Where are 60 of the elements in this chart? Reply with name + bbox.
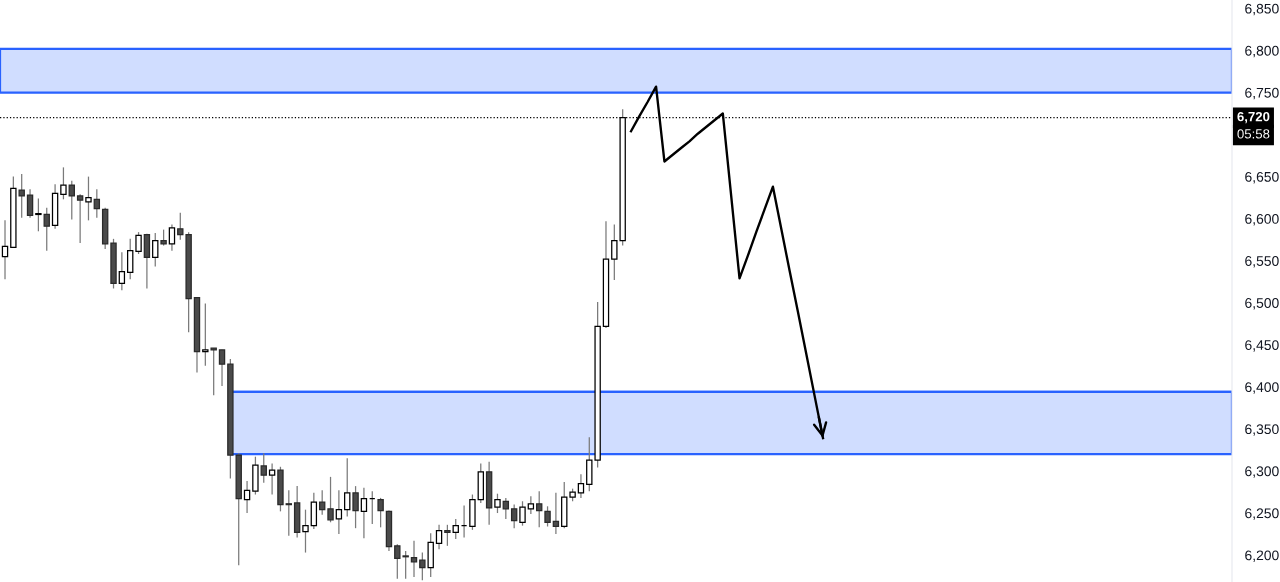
ref-line-label: 6,720 <box>1237 111 1270 124</box>
candlestick <box>202 302 209 367</box>
y-tick-label: 6,200 <box>1245 550 1279 562</box>
candlestick <box>152 232 159 268</box>
candlestick <box>344 457 351 518</box>
candlestick <box>143 233 151 290</box>
y-tick-label: 6,350 <box>1245 424 1279 436</box>
candlestick <box>168 223 176 252</box>
candlestick <box>68 180 75 221</box>
y-tick-label: 6,650 <box>1245 171 1279 184</box>
candlestick <box>210 347 217 396</box>
candlestick <box>360 487 368 539</box>
y-tick-label: 6,450 <box>1245 340 1279 352</box>
candlestick <box>43 207 50 252</box>
candlestick <box>435 524 443 550</box>
candlestick <box>1 219 9 280</box>
candlestick <box>268 462 276 496</box>
candlestick <box>26 188 34 219</box>
candlestick <box>93 188 101 219</box>
candlestick <box>327 476 334 523</box>
candlestick <box>218 349 226 387</box>
y-tick-label: 6,400 <box>1245 382 1279 394</box>
candlestick <box>544 505 551 528</box>
candlestick <box>18 173 25 219</box>
candlestick <box>510 503 518 529</box>
candlestick <box>535 490 543 528</box>
candlestick <box>494 493 501 514</box>
y-tick-label: 6,850 <box>1245 3 1279 16</box>
candlestick <box>243 480 251 514</box>
y-tick-label: 6,300 <box>1245 466 1279 478</box>
y-tick-label: 6,800 <box>1245 45 1279 58</box>
candlestick <box>335 489 343 535</box>
candlestick <box>310 492 318 530</box>
candlestick <box>577 473 585 499</box>
text: 05:58 <box>1237 129 1270 139</box>
candlestick <box>285 489 293 537</box>
candlestick <box>352 485 359 529</box>
candlestick <box>552 492 560 535</box>
y-tick-label: 6,600 <box>1245 214 1279 226</box>
candlestick <box>410 540 418 578</box>
candlestick <box>35 197 42 232</box>
candlestick <box>419 551 426 581</box>
y-tick-label: 6,500 <box>1245 298 1279 310</box>
candlestick <box>444 524 451 547</box>
candlestick <box>527 495 535 515</box>
candlestick <box>377 497 384 528</box>
candlestick <box>60 166 67 200</box>
candlestick <box>126 238 134 280</box>
candlestick <box>519 500 526 527</box>
candlestick <box>85 175 92 221</box>
candlestick <box>76 193 84 244</box>
candlestick <box>302 509 309 554</box>
candlestick <box>135 231 142 255</box>
candlestick <box>260 452 267 484</box>
y-tick-label: 6,550 <box>1245 256 1279 268</box>
y-tick-label: 6,250 <box>1245 508 1279 520</box>
y-tick-label: 6,750 <box>1245 87 1279 100</box>
candlestick <box>452 518 459 540</box>
candlestick <box>118 251 126 291</box>
candlestick <box>318 489 326 516</box>
